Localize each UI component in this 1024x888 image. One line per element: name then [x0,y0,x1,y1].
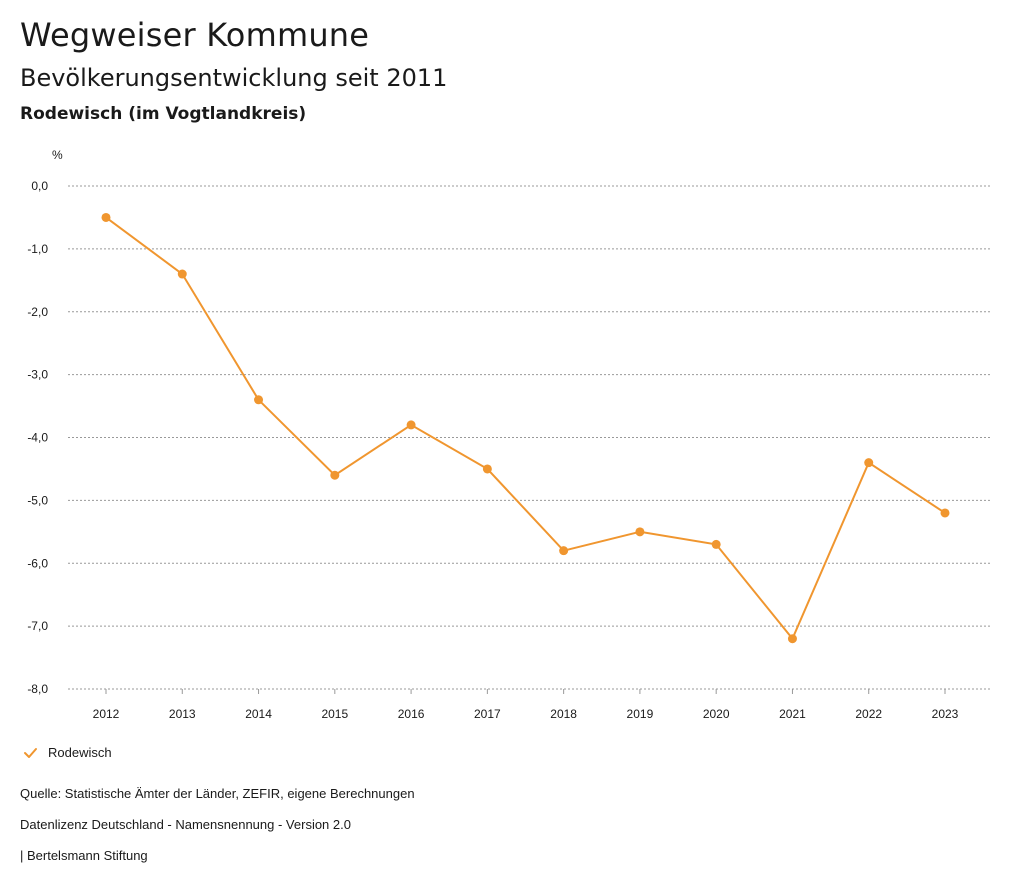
x-tick-label: 2018 [550,707,577,721]
y-tick-label: -2,0 [27,305,48,319]
legend-item-rodewisch[interactable]: Rodewisch [22,745,112,760]
y-axis-ticks: 0,0 -1,0 -2,0 -3,0 -4,0 -5,0 -6,0 -7,0 -8,0 [27,179,48,696]
x-tick-label: 2017 [474,707,501,721]
license-note: Datenlizenz Deutschland - Namensnennung … [20,817,351,832]
y-tick-label: -3,0 [27,368,48,382]
x-tick-label: 2015 [321,707,348,721]
x-tick-label: 2021 [779,707,806,721]
y-tick-label: -6,0 [27,556,48,570]
chart-subtitle: Bevölkerungsentwicklung seit 2011 [20,64,448,92]
y-tick-label: -5,0 [27,493,48,507]
line-chart: % 0,0 -1,0 -2,0 -3,0 -4,0 -5,0 -6,0 -7,0 -8,0 20… [27,148,990,721]
legend-label: Rodewisch [48,745,112,760]
page-title: Wegweiser Kommune [20,16,370,54]
data-point-2022[interactable] [864,458,874,468]
y-tick-label: -8,0 [27,682,48,696]
x-tick-label: 2013 [169,707,196,721]
x-tick-label: 2022 [855,707,882,721]
x-tick-label: 2020 [703,707,730,721]
data-point-2019[interactable] [635,527,645,537]
y-tick-label: -4,0 [27,431,48,445]
data-point-2017[interactable] [482,464,492,474]
region-title: Rodewisch (im Vogtlandkreis) [20,104,307,124]
data-point-2012[interactable] [101,212,111,222]
source-note: Quelle: Statistische Ämter der Länder, Z… [20,786,415,801]
data-point-2013[interactable] [177,269,187,279]
publisher-note: | Bertelsmann Stiftung [20,848,148,863]
y-tick-label: 0,0 [31,179,48,193]
data-point-2021[interactable] [787,634,797,644]
data-point-2015[interactable] [330,470,340,480]
y-tick-label: -1,0 [27,242,48,256]
x-tick-label: 2012 [93,707,120,721]
x-tick-label: 2016 [398,707,425,721]
x-tick-label: 2023 [932,707,959,721]
x-tick-label: 2019 [627,707,654,721]
data-point-2016[interactable] [406,420,416,430]
data-point-2014[interactable] [254,395,264,405]
x-axis-ticks: 2012 2013 2014 2015 2016 2017 2018 2019 2020 2021… [93,689,959,721]
series-rodewisch [101,212,950,644]
x-tick-label: 2014 [245,707,272,721]
series-line [105,216,946,641]
y-axis-unit-label: % [52,148,63,162]
data-point-2020[interactable] [711,539,721,549]
gridlines [68,185,990,690]
checkmark-icon [24,747,37,758]
data-point-2018[interactable] [559,546,569,556]
y-tick-label: -7,0 [27,619,48,633]
data-point-2023[interactable] [940,508,950,518]
